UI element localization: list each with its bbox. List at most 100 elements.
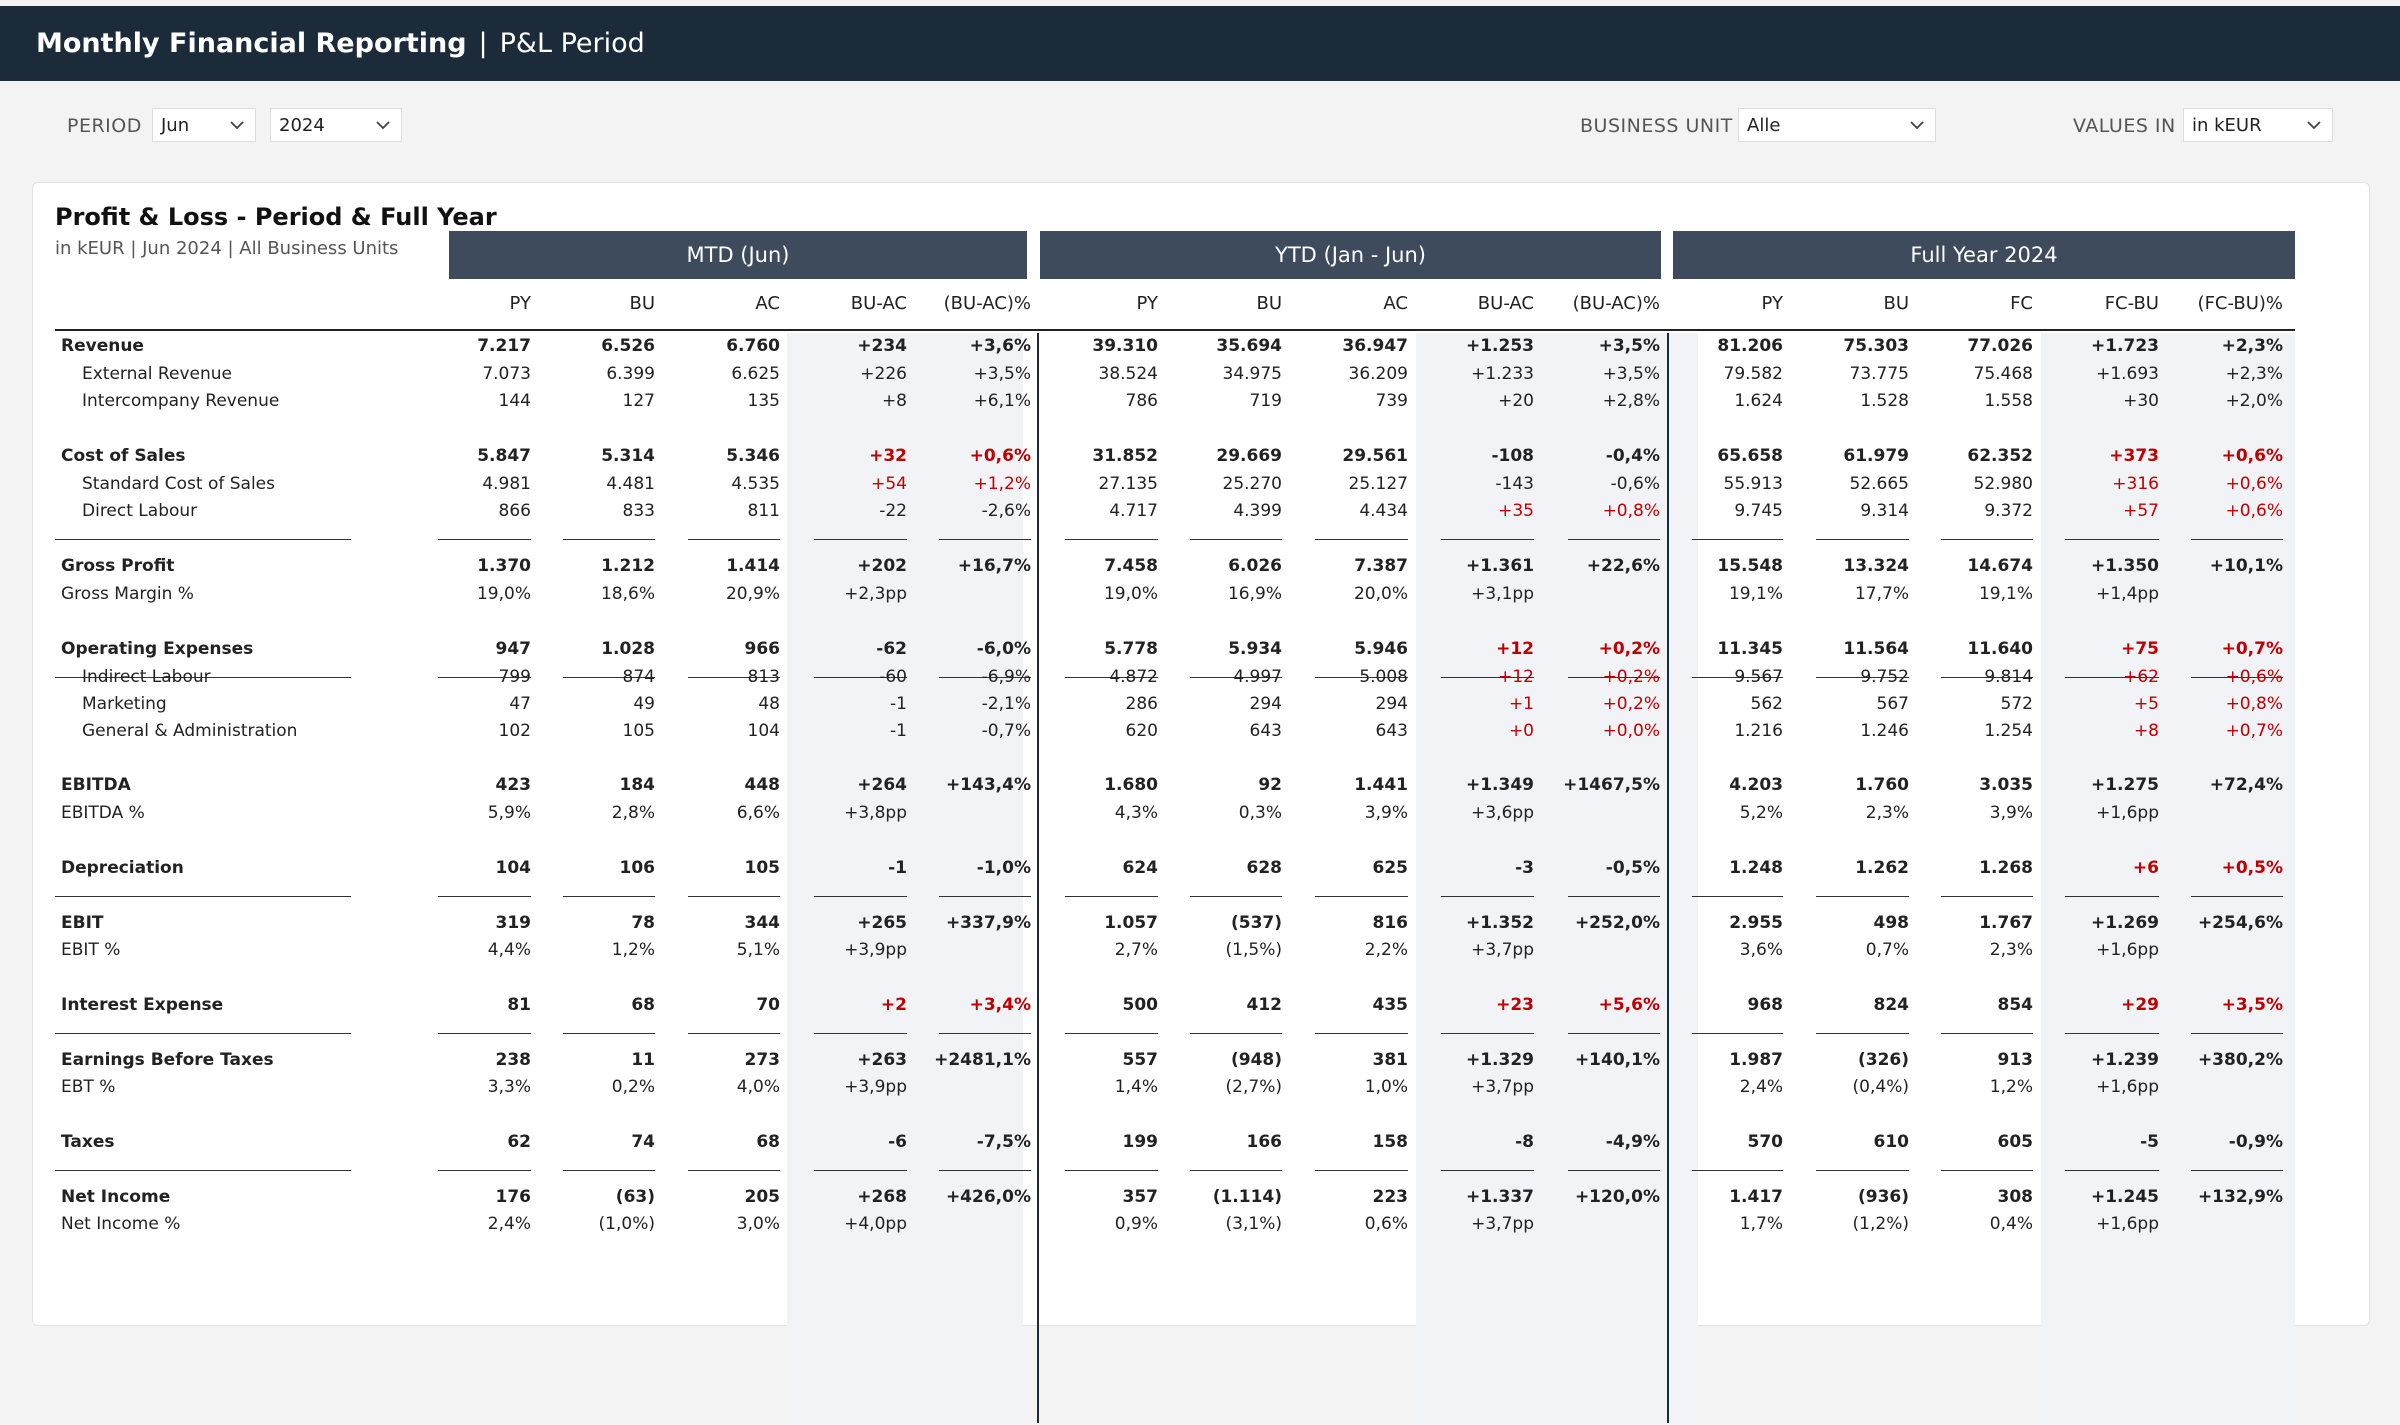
table-cell: +140,1% [1574,1050,1660,1070]
table-cell: +263 [857,1050,907,1070]
row-label: Marketing [82,694,167,714]
values-in-select[interactable]: in kEUR [2183,108,2333,142]
table-cell: -7,5% [976,1132,1031,1152]
table-cell: 1.248 [1729,858,1783,878]
table-cell: -62 [876,639,907,659]
table-cell: 567 [1876,694,1909,714]
subtotal-underline [563,539,655,540]
table-cell: 3,9% [1364,803,1408,823]
subtotal-underline [2065,677,2159,678]
subtotal-underline [1692,896,1783,897]
table-cell: -1 [888,858,907,878]
table-cell: 65.658 [1717,446,1783,466]
table-cell: +8 [2133,721,2159,741]
table-cell: 0,9% [1114,1214,1158,1234]
table-cell: +120,0% [1574,1187,1660,1207]
table-cell: -6,9% [981,667,1031,687]
table-cell: (0,4%) [1852,1077,1909,1097]
table-row: Operating Expenses 947 1.028 966 -62 -6,0% 5.7… [33,639,2333,666]
month-select[interactable]: Jun [152,108,256,142]
table-cell: +426,0% [945,1187,1031,1207]
table-cell: +0,6% [2225,501,2283,521]
mtd-variance-shade [787,333,1023,1425]
table-cell: +3,9pp [844,940,907,960]
table-cell: +6 [2132,858,2159,878]
table-cell: 605 [1997,1132,2034,1152]
table-cell: 286 [1125,694,1158,714]
table-cell: 719 [1249,391,1282,411]
table-cell: +1.245 [2090,1187,2159,1207]
table-cell: +226 [860,364,907,384]
card-title: Profit & Loss - Period & Full Year [55,203,497,231]
row-label: Net Income % [61,1214,181,1234]
table-cell: 102 [498,721,531,741]
table-cell: 199 [1122,1132,1159,1152]
table-cell: +0,6% [2225,667,2283,687]
subtotal-underline [563,1170,655,1171]
table-cell: 4.717 [1109,501,1158,521]
table-cell: 968 [1747,995,1784,1015]
table-row: Standard Cost of Sales 4.981 4.481 4.535 +54… [33,474,2333,501]
table-cell: 1.767 [1979,913,2033,933]
table-cell: -6 [888,1132,907,1152]
table-cell: 628 [1246,858,1283,878]
subtotal-underline [814,677,907,678]
table-cell: 75.303 [1843,336,1909,356]
table-cell: +1.275 [2090,775,2159,795]
row-label: EBITDA % [61,803,145,823]
table-cell: 5.946 [1354,639,1408,659]
subtotal-underline [55,1033,351,1034]
table-cell: (948) [1230,1050,1282,1070]
table-cell: 625 [1372,858,1409,878]
table-cell: 643 [1375,721,1408,741]
table-cell: +1.337 [1465,1187,1534,1207]
values-in-label: VALUES IN [2073,115,2176,137]
table-cell: 31.852 [1092,446,1158,466]
table-cell: 4.872 [1109,667,1158,687]
table-cell: +1.349 [1465,775,1534,795]
table-cell: 2,4% [1739,1077,1783,1097]
column-header: AC [755,293,780,314]
table-cell: 624 [1122,858,1159,878]
business-unit-select[interactable]: Alle [1738,108,1936,142]
subtotal-underline [1441,539,1534,540]
table-cell: +54 [871,474,907,494]
table-cell: -0,6% [1610,474,1660,494]
subtotal-underline [939,1033,1031,1034]
period-label: PERIOD [67,115,142,137]
subtotal-underline [1816,677,1909,678]
table-cell: +3,7pp [1471,940,1534,960]
table-cell: 866 [498,501,531,521]
row-label: Net Income [61,1187,171,1207]
subtotal-underline [1441,677,1534,678]
table-cell: 273 [744,1050,781,1070]
subtotal-underline [1941,677,2033,678]
table-row: Earnings Before Taxes 238 11 273 +263 +2481,1… [33,1050,2333,1077]
table-cell: +2,3% [2225,364,2283,384]
table-cell: 19,0% [476,584,531,604]
row-label: Earnings Before Taxes [61,1050,274,1070]
ytd-fy-divider [1667,333,1669,1423]
subtotal-underline [814,1033,907,1034]
table-cell: 1.760 [1855,775,1909,795]
table-cell: +3,5% [1598,336,1660,356]
table-cell: +0,6% [2225,474,2283,494]
table-row: Interest Expense 81 68 70 +2 +3,4% 500 412 435 +2… [33,995,2333,1022]
column-header: BU [1883,293,1909,314]
table-cell: +3,7pp [1471,1214,1534,1234]
group-header-ytd: YTD (Jan - Jun) [1040,231,1661,279]
year-select[interactable]: 2024 [270,108,402,142]
table-cell: 1.262 [1855,858,1909,878]
table-cell: -0,7% [981,721,1031,741]
table-row: EBITDA 423 184 448 +264 +143,4% 1.680 92 1.441 +1… [33,775,2333,802]
table-cell: 7.387 [1354,556,1408,576]
table-cell: +1,6pp [2096,940,2159,960]
business-unit-value: Alle [1747,114,1781,136]
table-cell: -3 [1515,858,1534,878]
table-cell: +1,6pp [2096,1077,2159,1097]
subtotal-underline [1568,539,1660,540]
table-cell: 223 [1372,1187,1409,1207]
table-cell: 643 [1249,721,1282,741]
table-cell: 5,2% [1739,803,1783,823]
year-value: 2024 [279,114,325,136]
